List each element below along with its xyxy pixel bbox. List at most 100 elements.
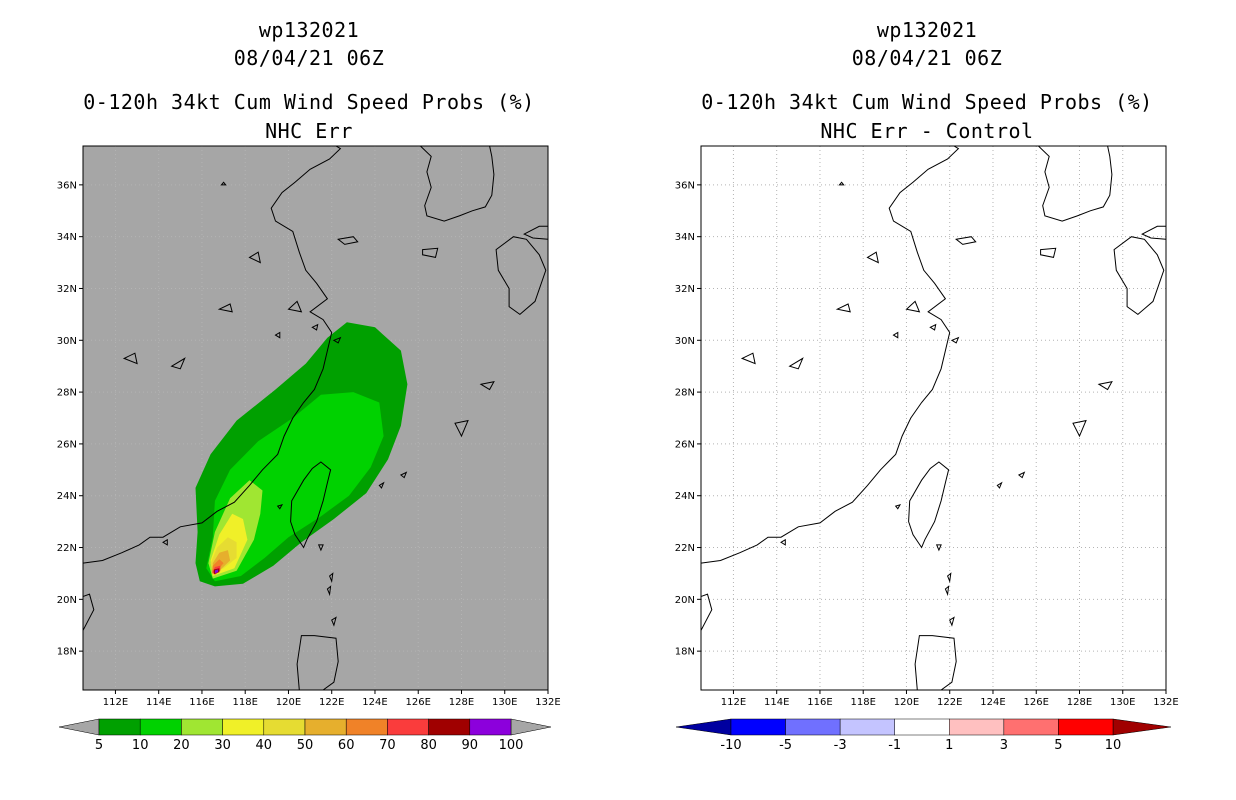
colorbar-swatch [949,718,1005,736]
small-island [955,236,977,245]
colorbar-swatch [139,718,182,736]
kyushu-island [495,236,547,316]
lat-tick-label: 30N [675,336,695,347]
lat-tick-label: 22N [57,543,77,554]
small-island [311,323,319,331]
colorbar-swatch [387,718,429,736]
colorbar-label: 90 [462,738,479,753]
colorbar-swatch [181,718,223,736]
colorbar-label: -10 [720,738,741,753]
lat-tick-label: 20N [675,595,695,606]
small-island [740,352,756,365]
lat-tick-label: 28N [57,388,77,399]
colorbar-label: -3 [834,738,847,753]
colorbar-high-arrow [1112,718,1172,736]
lon-tick-label: 116E [807,697,832,708]
lon-tick-label: 126E [406,697,431,708]
small-island [894,503,902,510]
small-island [946,572,952,584]
lon-tick-label: 120E [276,697,301,708]
lon-tick-label: 112E [721,697,746,708]
lon-tick-label: 114E [146,697,171,708]
small-island [1072,419,1087,438]
colorbar-label: 10 [132,738,149,753]
small-island [949,616,955,627]
subtitle: NHC Err - Control [820,119,1034,143]
small-island [399,471,408,479]
small-island [996,481,1003,489]
small-island [122,352,138,365]
lat-tick-label: 26N [675,439,695,450]
datetime-title: 08/04/21 06Z [851,46,1003,70]
small-island [1097,380,1113,391]
small-island [337,236,359,245]
colorbar-label: 100 [499,738,524,753]
lat-tick-label: 28N [675,388,695,399]
map-frame [700,145,1167,691]
colorbar-label: 30 [214,738,231,753]
luzon-island [296,635,339,690]
korea-coastline [420,146,495,222]
colorbar-swatch [785,718,841,736]
small-island [326,585,332,597]
small-island [317,544,324,552]
lon-tick-label: 124E [980,697,1005,708]
honshu-coastline [1141,225,1166,240]
lat-tick-label: 36N [57,180,77,191]
map-content [83,146,548,690]
small-island [780,538,786,546]
lon-tick-label: 122E [937,697,962,708]
lon-tick-label: 118E [233,697,258,708]
hainan-island [701,593,713,632]
small-island [1040,247,1057,258]
lon-tick-label: 120E [894,697,919,708]
colorbar-label: 20 [173,738,190,753]
product-title: 0-120h 34kt Cum Wind Speed Probs (%) [83,90,535,114]
lat-tick-label: 30N [57,336,77,347]
small-island [217,303,233,313]
lon-tick-label: 130E [1110,697,1135,708]
small-island [479,380,495,391]
small-island [220,181,227,186]
lon-tick-label: 128E [1067,697,1092,708]
lon-tick-label: 112E [103,697,128,708]
colorbar-swatch [222,718,265,736]
colorbar-label: 5 [1054,738,1062,753]
colorbar-high-arrow [510,718,552,736]
colorbar-swatch [839,718,895,736]
small-island [866,251,879,264]
small-island [276,503,284,510]
colorbar-swatch [894,718,950,736]
lon-tick-label: 132E [535,697,560,708]
probability-colorbar: 5 10 20 30 40 50 60 70 80 90 100 [58,718,552,753]
difference-colorbar: -10 -5 -3 -1 1 3 5 10 [675,718,1172,753]
map-frame [82,145,549,691]
small-island [422,247,439,258]
colorbar-label: 1 [945,738,953,753]
difference-map: 112E 114E 116E 118E 120E 122E 124E 126E 128E 130E… [675,145,1179,753]
colorbar-swatch [1058,718,1114,736]
lon-tick-label: 126E [1024,697,1049,708]
lon-tick-label: 118E [851,697,876,708]
small-island [332,336,342,344]
hainan-island [83,593,95,632]
colorbar-label: -5 [779,738,792,753]
storm-id-title: wp132021 [258,18,360,42]
lat-tick-label: 34N [675,232,695,243]
colorbar-label: 3 [1000,738,1008,753]
small-island [248,251,261,264]
colorbar-swatch [1003,718,1059,736]
map-content [701,146,1166,690]
colorbar-swatch [345,718,388,736]
korea-coastline [1038,146,1113,222]
small-island [944,585,950,597]
small-island [274,331,281,339]
taiwan-island [290,461,332,549]
colorbar-label: 5 [95,738,103,753]
small-island [378,481,385,489]
lat-tick-label: 26N [57,439,77,450]
colorbar-label: 60 [338,738,355,753]
colorbar-swatch [469,718,512,736]
lon-tick-label: 114E [764,697,789,708]
lon-tick-label: 130E [492,697,517,708]
